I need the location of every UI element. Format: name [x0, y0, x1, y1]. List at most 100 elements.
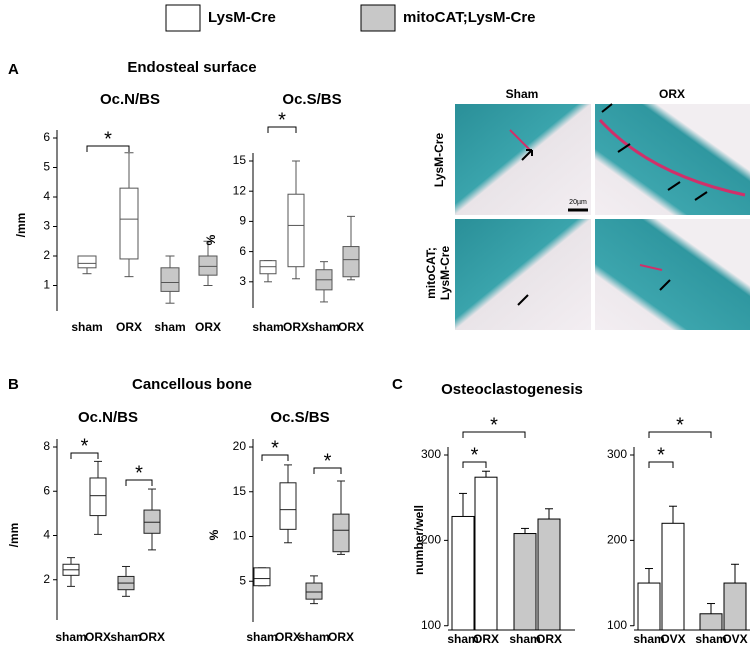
x-tick-label: ORX	[85, 630, 111, 644]
significance-bracket	[462, 461, 487, 468]
x-tick-label: sham	[633, 632, 664, 646]
x-tick-label: ORX	[338, 320, 364, 334]
row-label: mitoCAT;	[424, 247, 438, 299]
significance-label: *	[657, 444, 665, 466]
bar	[723, 582, 747, 631]
y-tick-label: 200	[421, 533, 441, 547]
y-tick-label: 2	[43, 248, 50, 262]
y-tick-label: 100	[607, 618, 627, 632]
y-tick-label: 20	[233, 439, 247, 453]
section-title: Endosteal surface	[127, 59, 256, 76]
chart-title: Oc.S/BS	[270, 409, 329, 426]
y-tick-label: 10	[233, 529, 247, 543]
box	[305, 582, 323, 600]
significance-label: *	[324, 450, 332, 472]
significance-bracket	[70, 452, 99, 459]
x-tick-label: sham	[246, 630, 277, 644]
column-label: ORX	[659, 87, 685, 101]
x-tick-label: ORX	[473, 632, 499, 646]
y-tick-label: 15	[233, 484, 247, 498]
x-tick-label: ORX	[283, 320, 309, 334]
panel-label: B	[8, 376, 19, 393]
significance-bracket	[462, 431, 526, 438]
bar	[637, 582, 661, 631]
row-label: LysM-Cre	[432, 133, 446, 188]
arrows	[517, 103, 708, 306]
x-tick-label: OVX	[660, 632, 685, 646]
y-tick-label: 15	[233, 153, 247, 167]
significance-label: *	[81, 435, 89, 457]
y-tick-label: 5	[239, 573, 246, 587]
legend-label: mitoCAT;LysM-Cre	[403, 9, 536, 26]
stain	[598, 118, 746, 197]
significance-label: *	[104, 128, 112, 150]
stain	[509, 129, 663, 271]
y-axis-label: %	[207, 529, 221, 540]
y-tick-label: 6	[43, 130, 50, 144]
x-tick-label: sham	[154, 320, 185, 334]
y-axis-label: /mm	[14, 213, 28, 238]
tissue-image	[595, 104, 750, 215]
y-tick-label: 8	[43, 439, 50, 453]
x-tick-label: ORX	[275, 630, 301, 644]
box	[160, 267, 180, 292]
x-tick-label: ORX	[328, 630, 354, 644]
legend-swatch	[165, 4, 201, 32]
significance-label: *	[271, 437, 279, 459]
x-tick-label: sham	[55, 630, 86, 644]
row-label: LysM-Cre	[438, 246, 452, 301]
legend-swatch	[360, 4, 396, 32]
significance-label: *	[135, 462, 143, 484]
y-tick-label: 1	[43, 278, 50, 292]
x-tick-label: ORX	[536, 632, 562, 646]
x-tick-label: sham	[509, 632, 540, 646]
micrograph: Sham ORX LysM-Cre mitoCAT; LysM-Cre 20µm	[424, 87, 750, 330]
chart-title: Oc.N/BS	[78, 409, 138, 426]
box	[89, 477, 107, 517]
significance-bracket	[313, 467, 342, 474]
legend-label: LysM-Cre	[208, 9, 276, 26]
x-tick-label: sham	[695, 632, 726, 646]
box	[198, 255, 218, 276]
box	[332, 513, 350, 553]
y-tick-label: 4	[43, 528, 50, 542]
x-tick-label: ORX	[116, 320, 142, 334]
significance-bracket	[267, 126, 297, 133]
box	[253, 567, 271, 587]
y-tick-label: 3	[239, 274, 246, 288]
bar	[474, 476, 498, 631]
box	[342, 246, 360, 278]
box	[287, 193, 305, 268]
section-title: Osteoclastogenesis	[441, 381, 583, 398]
box	[279, 482, 297, 530]
x-tick-label: sham	[447, 632, 478, 646]
tissue-image	[595, 219, 750, 330]
bar	[513, 533, 537, 631]
significance-label: *	[490, 414, 498, 436]
x-tick-label: ORX	[139, 630, 165, 644]
box	[119, 187, 139, 260]
significance-bracket	[125, 479, 153, 486]
y-axis-label: number/well	[412, 505, 426, 575]
y-tick-label: 3	[43, 219, 50, 233]
bar	[661, 522, 685, 631]
significance-label: *	[471, 444, 479, 466]
y-axis-label: /mm	[7, 523, 21, 548]
x-tick-label: sham	[298, 630, 329, 644]
y-tick-label: 100	[421, 618, 441, 632]
bar	[537, 518, 561, 631]
significance-bracket	[648, 461, 674, 468]
y-tick-label: 5	[43, 160, 50, 174]
panel-label: A	[8, 61, 19, 78]
panel-label: C	[392, 376, 403, 393]
significance-bracket	[648, 431, 712, 438]
bar	[451, 515, 475, 631]
tissue-image	[455, 219, 591, 330]
box	[143, 509, 161, 534]
x-tick-label: sham	[71, 320, 102, 334]
y-tick-label: 300	[421, 447, 441, 461]
y-tick-label: 9	[239, 214, 246, 228]
y-axis-label: %	[204, 234, 218, 245]
x-tick-label: OVX	[722, 632, 747, 646]
